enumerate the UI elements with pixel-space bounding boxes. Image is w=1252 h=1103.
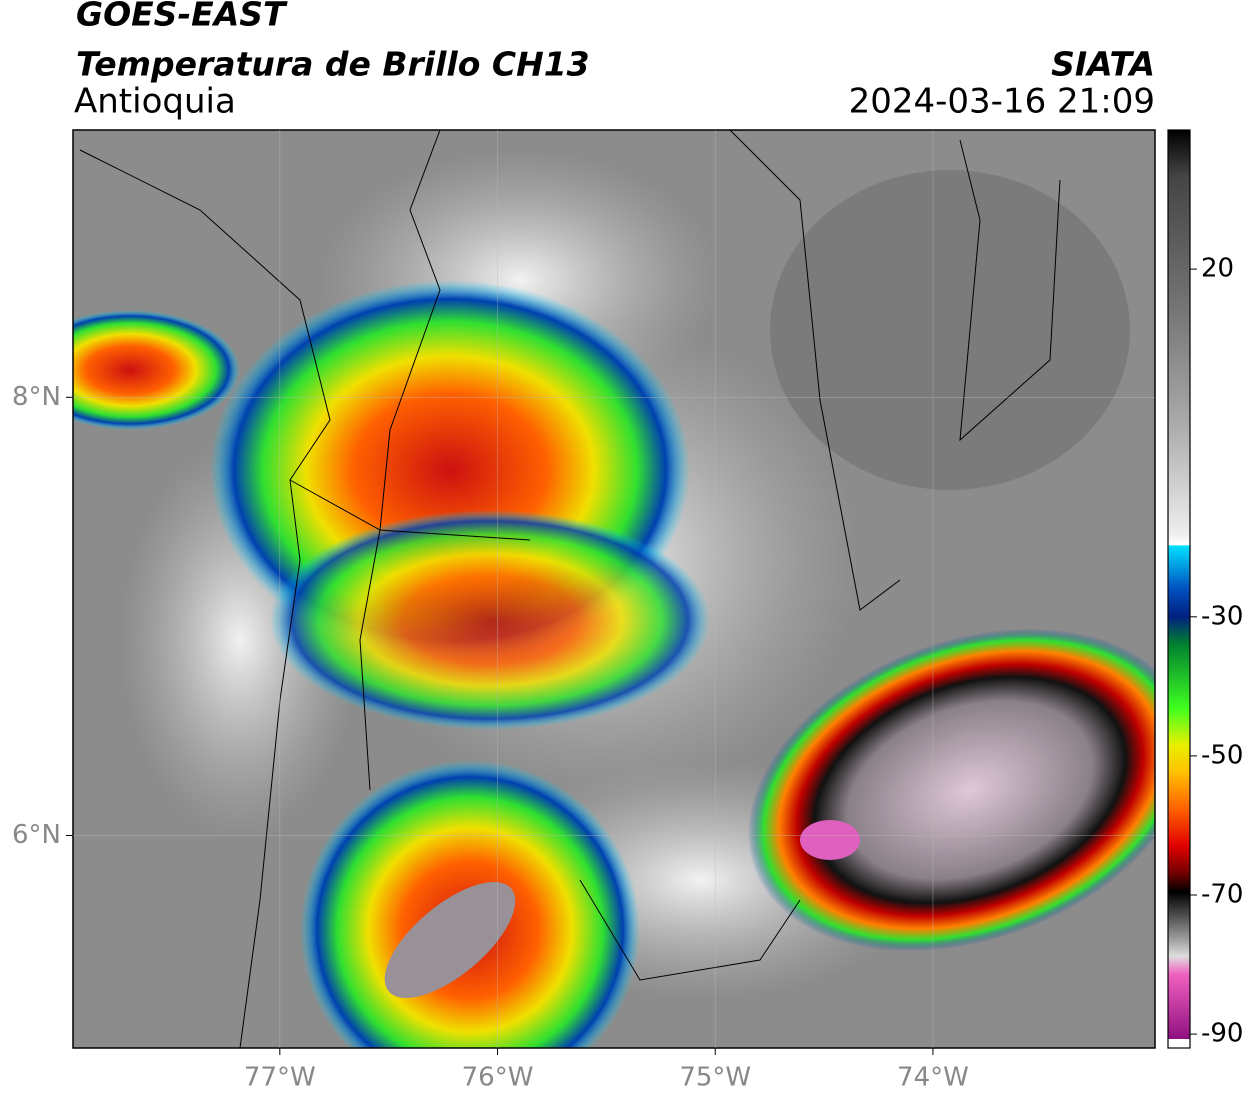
colorbar bbox=[1167, 129, 1191, 1049]
colorbar-tick-label: 20 bbox=[1201, 254, 1234, 284]
satellite-image bbox=[73, 130, 1155, 1048]
colorbar-tick-label: -90 bbox=[1201, 1019, 1243, 1049]
x-tick-label: 75°W bbox=[679, 1063, 751, 1093]
colorbar-tick-label: -70 bbox=[1201, 880, 1243, 910]
x-tick-label: 74°W bbox=[897, 1063, 969, 1093]
y-tick-label: 8°N bbox=[12, 382, 61, 412]
colorbar-tick-label: -50 bbox=[1201, 740, 1243, 770]
title: GOES-EAST bbox=[76, 0, 288, 34]
map-frame bbox=[72, 129, 1156, 1049]
subtitle: Temperatura de Brillo CH13 bbox=[76, 45, 590, 84]
y-tick-label: 6°N bbox=[12, 820, 61, 850]
region: Antioquia bbox=[74, 82, 236, 122]
x-tick-label: 77°W bbox=[244, 1063, 316, 1093]
datetime: 2024-03-16 21:09 bbox=[849, 82, 1155, 122]
colorbar-tick-label: -30 bbox=[1201, 601, 1243, 631]
x-tick-label: 76°W bbox=[462, 1063, 534, 1093]
source: SIATA bbox=[1051, 45, 1155, 84]
